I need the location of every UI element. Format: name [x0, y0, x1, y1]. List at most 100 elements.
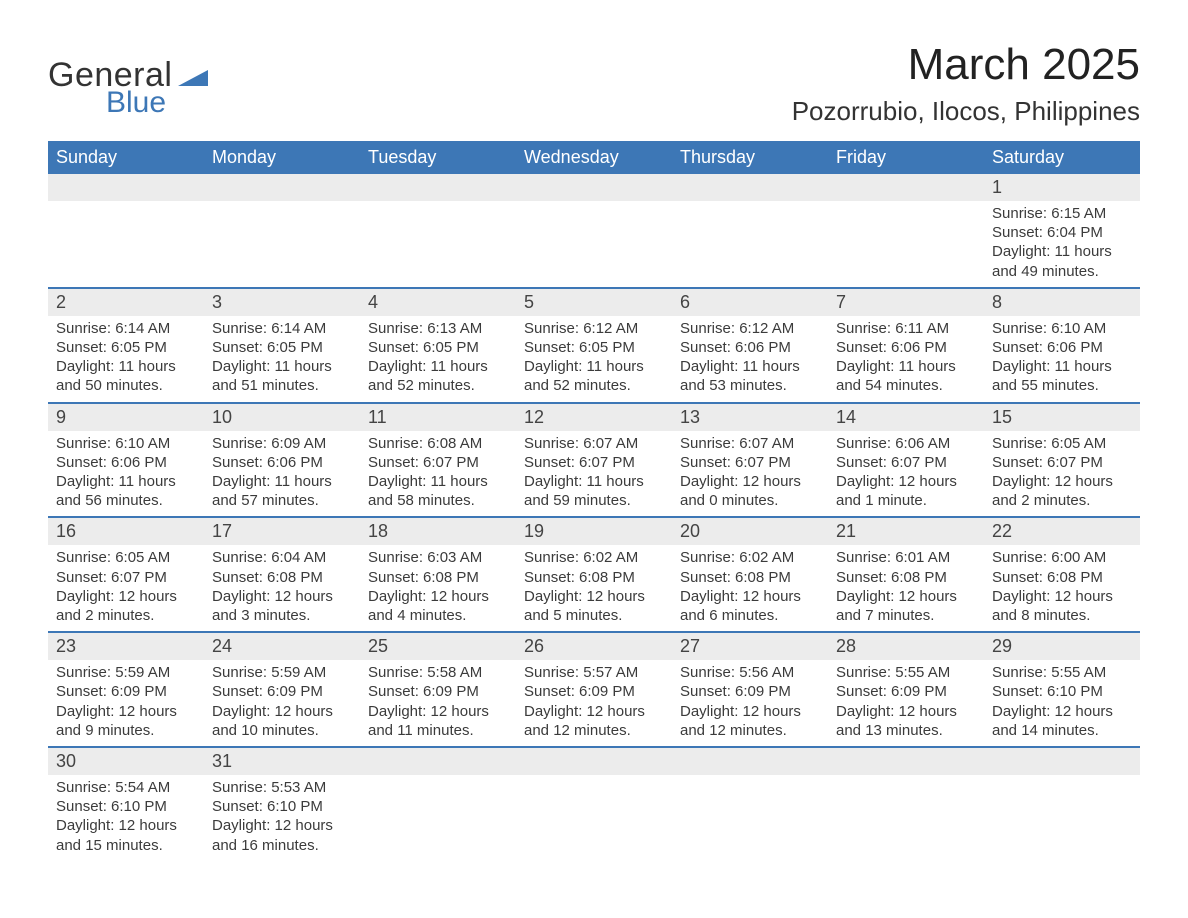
- day-dl2: and 59 minutes.: [524, 491, 664, 510]
- day-dl2: and 0 minutes.: [680, 491, 820, 510]
- day-dl2: and 53 minutes.: [680, 376, 820, 395]
- day-number-cell: 8: [984, 288, 1140, 316]
- day-detail-cell: Sunrise: 5:59 AMSunset: 6:09 PMDaylight:…: [204, 660, 360, 747]
- day-dl2: and 4 minutes.: [368, 606, 508, 625]
- day-sunset: Sunset: 6:05 PM: [212, 338, 352, 357]
- day-dl2: and 50 minutes.: [56, 376, 196, 395]
- day-number-cell: 6: [672, 288, 828, 316]
- day-detail-cell: Sunrise: 5:55 AMSunset: 6:10 PMDaylight:…: [984, 660, 1140, 747]
- day-dl2: and 11 minutes.: [368, 721, 508, 740]
- day-number-row: 16171819202122: [48, 517, 1140, 545]
- day-sunrise: Sunrise: 6:10 AM: [56, 434, 196, 453]
- weekday-header: Saturday: [984, 141, 1140, 174]
- day-detail-cell: [672, 201, 828, 288]
- day-dl1: Daylight: 12 hours: [56, 702, 196, 721]
- day-number-cell: 24: [204, 632, 360, 660]
- day-dl2: and 56 minutes.: [56, 491, 196, 510]
- day-sunrise: Sunrise: 6:08 AM: [368, 434, 508, 453]
- day-dl2: and 49 minutes.: [992, 262, 1132, 281]
- day-number-cell: 5: [516, 288, 672, 316]
- day-sunset: Sunset: 6:05 PM: [524, 338, 664, 357]
- day-dl1: Daylight: 11 hours: [680, 357, 820, 376]
- day-detail-cell: [516, 201, 672, 288]
- day-sunset: Sunset: 6:09 PM: [680, 682, 820, 701]
- day-number-cell: 3: [204, 288, 360, 316]
- day-dl2: and 10 minutes.: [212, 721, 352, 740]
- day-sunrise: Sunrise: 6:14 AM: [56, 319, 196, 338]
- day-detail-cell: Sunrise: 6:05 AMSunset: 6:07 PMDaylight:…: [48, 545, 204, 632]
- day-dl1: Daylight: 11 hours: [212, 472, 352, 491]
- day-detail-cell: Sunrise: 6:05 AMSunset: 6:07 PMDaylight:…: [984, 431, 1140, 518]
- day-sunrise: Sunrise: 6:11 AM: [836, 319, 976, 338]
- day-detail-cell: Sunrise: 5:56 AMSunset: 6:09 PMDaylight:…: [672, 660, 828, 747]
- day-number-row: 3031: [48, 747, 1140, 775]
- day-dl1: Daylight: 12 hours: [56, 816, 196, 835]
- day-number-cell: [984, 747, 1140, 775]
- day-number-cell: 25: [360, 632, 516, 660]
- day-detail-cell: [360, 775, 516, 861]
- day-detail-cell: Sunrise: 5:55 AMSunset: 6:09 PMDaylight:…: [828, 660, 984, 747]
- day-sunset: Sunset: 6:09 PM: [836, 682, 976, 701]
- day-dl2: and 58 minutes.: [368, 491, 508, 510]
- day-number-cell: 17: [204, 517, 360, 545]
- day-number-cell: 16: [48, 517, 204, 545]
- day-sunset: Sunset: 6:07 PM: [992, 453, 1132, 472]
- day-number-cell: [828, 747, 984, 775]
- day-number-cell: [516, 747, 672, 775]
- day-detail-row: Sunrise: 6:14 AMSunset: 6:05 PMDaylight:…: [48, 316, 1140, 403]
- day-number-cell: 19: [516, 517, 672, 545]
- day-detail-cell: Sunrise: 6:13 AMSunset: 6:05 PMDaylight:…: [360, 316, 516, 403]
- day-sunrise: Sunrise: 6:10 AM: [992, 319, 1132, 338]
- day-detail-cell: Sunrise: 6:12 AMSunset: 6:05 PMDaylight:…: [516, 316, 672, 403]
- day-dl1: Daylight: 11 hours: [992, 357, 1132, 376]
- day-sunrise: Sunrise: 6:13 AM: [368, 319, 508, 338]
- day-number-cell: [828, 174, 984, 201]
- day-sunset: Sunset: 6:06 PM: [836, 338, 976, 357]
- day-dl2: and 3 minutes.: [212, 606, 352, 625]
- day-sunset: Sunset: 6:08 PM: [368, 568, 508, 587]
- day-dl2: and 8 minutes.: [992, 606, 1132, 625]
- day-detail-cell: Sunrise: 5:59 AMSunset: 6:09 PMDaylight:…: [48, 660, 204, 747]
- weekday-header: Tuesday: [360, 141, 516, 174]
- day-sunset: Sunset: 6:05 PM: [368, 338, 508, 357]
- day-dl1: Daylight: 12 hours: [56, 587, 196, 606]
- day-dl2: and 54 minutes.: [836, 376, 976, 395]
- day-sunrise: Sunrise: 6:12 AM: [680, 319, 820, 338]
- day-number-row: 23242526272829: [48, 632, 1140, 660]
- weekday-header: Monday: [204, 141, 360, 174]
- day-number-cell: 11: [360, 403, 516, 431]
- day-number-cell: [204, 174, 360, 201]
- day-number-cell: 13: [672, 403, 828, 431]
- day-number-cell: 30: [48, 747, 204, 775]
- day-sunset: Sunset: 6:09 PM: [368, 682, 508, 701]
- day-dl1: Daylight: 11 hours: [368, 357, 508, 376]
- day-detail-cell: Sunrise: 5:54 AMSunset: 6:10 PMDaylight:…: [48, 775, 204, 861]
- day-detail-cell: [828, 201, 984, 288]
- day-dl2: and 12 minutes.: [524, 721, 664, 740]
- day-number-cell: 2: [48, 288, 204, 316]
- day-number-cell: 28: [828, 632, 984, 660]
- day-sunset: Sunset: 6:10 PM: [212, 797, 352, 816]
- day-sunrise: Sunrise: 6:15 AM: [992, 204, 1132, 223]
- day-sunrise: Sunrise: 5:57 AM: [524, 663, 664, 682]
- day-number-cell: 21: [828, 517, 984, 545]
- day-number-cell: 23: [48, 632, 204, 660]
- day-sunrise: Sunrise: 6:06 AM: [836, 434, 976, 453]
- day-number-cell: 14: [828, 403, 984, 431]
- day-sunset: Sunset: 6:07 PM: [368, 453, 508, 472]
- day-detail-cell: [672, 775, 828, 861]
- day-sunset: Sunset: 6:06 PM: [992, 338, 1132, 357]
- logo: General Blue: [48, 58, 208, 118]
- day-sunset: Sunset: 6:08 PM: [992, 568, 1132, 587]
- day-dl1: Daylight: 12 hours: [680, 587, 820, 606]
- day-detail-cell: Sunrise: 6:11 AMSunset: 6:06 PMDaylight:…: [828, 316, 984, 403]
- day-sunrise: Sunrise: 5:55 AM: [836, 663, 976, 682]
- day-detail-cell: Sunrise: 6:04 AMSunset: 6:08 PMDaylight:…: [204, 545, 360, 632]
- month-title: March 2025: [792, 40, 1140, 90]
- day-dl2: and 55 minutes.: [992, 376, 1132, 395]
- day-number-cell: [360, 174, 516, 201]
- day-detail-cell: Sunrise: 6:02 AMSunset: 6:08 PMDaylight:…: [516, 545, 672, 632]
- day-number-cell: 22: [984, 517, 1140, 545]
- calendar-header-row: SundayMondayTuesdayWednesdayThursdayFrid…: [48, 141, 1140, 174]
- day-dl1: Daylight: 12 hours: [680, 472, 820, 491]
